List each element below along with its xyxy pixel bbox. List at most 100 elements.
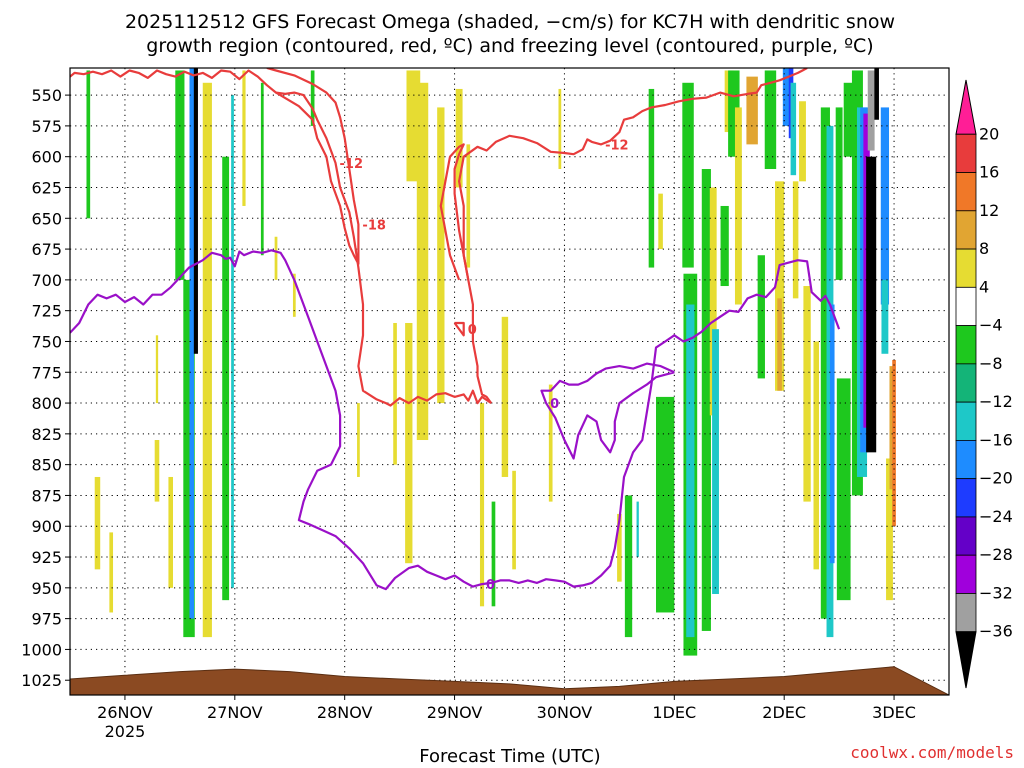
x-tick-label: 29NOV — [427, 703, 483, 722]
omega-region — [109, 532, 114, 613]
dgz-contour-label: -18 — [362, 218, 386, 233]
colorbar-bin — [955, 439, 977, 480]
x-tick-label: 28NOV — [317, 703, 373, 722]
y-axis: 550 575 600 625 650 675 700 725 750 775 800 825 850 8… — [21, 86, 70, 690]
x-axis-label: Forecast Time (UTC) — [419, 746, 600, 767]
freezing-contour-label: 0 — [550, 397, 559, 412]
y-tick-label: 1025 — [21, 671, 62, 690]
y-tick-label: 925 — [31, 548, 62, 567]
omega-region — [393, 322, 397, 465]
omega-region — [310, 70, 315, 126]
omega-region — [881, 279, 889, 354]
omega-region — [792, 181, 799, 299]
omega-region — [648, 88, 655, 268]
omega-region — [479, 403, 485, 607]
freezing-contour — [70, 249, 841, 591]
omega-region — [155, 335, 159, 404]
chart-title-line2: growth region (contoured, red, ºC) and f… — [146, 35, 873, 57]
omega-region — [712, 329, 719, 594]
omega-region — [820, 107, 830, 619]
y-tick-label: 775 — [31, 363, 62, 382]
plot-frame — [69, 67, 950, 696]
omega-region — [777, 298, 782, 391]
omega-region — [682, 82, 694, 268]
colorbar-label: −4 — [979, 316, 1003, 335]
omega-region — [624, 495, 633, 638]
omega-region — [154, 440, 160, 502]
omega-region — [168, 476, 174, 588]
omega-regions — [86, 68, 896, 656]
colorbar-label: −36 — [979, 622, 1013, 641]
omega-region — [175, 70, 185, 280]
omega-region — [720, 205, 729, 287]
dgz-contour — [70, 69, 492, 407]
omega-region — [405, 322, 413, 564]
colorbar-label: 12 — [979, 201, 999, 220]
dgz-contour-label: -12 — [605, 138, 629, 153]
omega-region — [242, 70, 246, 206]
freezing-level-contours: 00 — [70, 249, 841, 593]
y-tick-label: 975 — [31, 610, 62, 629]
y-tick-label: 575 — [31, 117, 62, 136]
y-tick-label: 725 — [31, 302, 62, 321]
terrain — [70, 666, 949, 695]
x-tick-label: 2DEC — [762, 703, 806, 722]
colorbar-label: 4 — [979, 277, 989, 296]
y-tick-label: 950 — [31, 579, 62, 598]
omega-region — [701, 169, 711, 631]
omega-region — [813, 341, 819, 570]
omega-region — [874, 68, 879, 120]
omega-region — [183, 279, 195, 638]
freezing-contour-label: 0 — [486, 578, 495, 593]
colorbar-label: −16 — [979, 430, 1013, 449]
x-tick-sublabel: 2025 — [105, 722, 146, 741]
dgz-contour — [266, 68, 360, 265]
y-tick-label: 550 — [31, 86, 62, 105]
colorbar-label: −8 — [979, 354, 1003, 373]
omega-region — [189, 68, 195, 619]
y-tick-label: 1000 — [21, 640, 62, 659]
omega-region — [867, 70, 875, 151]
omega-region — [734, 107, 742, 305]
dendritic-growth-contours: -12 -12 -18 0 — [70, 68, 808, 407]
y-tick-label: 625 — [31, 178, 62, 197]
omega-region — [656, 396, 675, 613]
omega-region — [231, 95, 234, 588]
omega-region — [193, 68, 198, 354]
omega-region — [491, 501, 496, 607]
omega-region — [437, 107, 445, 404]
omega-region — [866, 156, 877, 453]
omega-region — [558, 88, 562, 170]
y-tick-label: 825 — [31, 425, 62, 444]
omega-region — [617, 513, 622, 582]
omega-region — [843, 82, 853, 157]
credit-link[interactable]: coolwx.com/models — [850, 743, 1014, 762]
colorbar-bin — [955, 593, 977, 633]
omega-region — [274, 236, 278, 280]
colorbar: 20 16 12 8 4 −4 −8 −12 −16 −20 −24 −28 −32 −36 — [955, 79, 1013, 689]
omega-region — [222, 156, 230, 601]
colorbar-bin — [955, 325, 977, 365]
colorbar-label: −32 — [979, 583, 1013, 602]
plot-area: -12-12-180 00 — [69, 67, 950, 696]
y-tick-label: 900 — [31, 517, 62, 536]
dgz-contour-label: 0 — [468, 323, 477, 338]
x-tick-label: 30NOV — [537, 703, 593, 722]
y-tick-label: 750 — [31, 332, 62, 351]
omega-region — [292, 273, 296, 317]
colorbar-bin — [955, 172, 977, 212]
omega-region — [501, 316, 509, 477]
omega-region — [764, 70, 777, 170]
omega-region — [512, 470, 516, 570]
grid-lines — [70, 68, 949, 695]
omega-region — [466, 144, 471, 268]
omega-region — [803, 286, 811, 502]
omega-region — [260, 82, 264, 256]
y-tick-label: 675 — [31, 240, 62, 259]
colorbar-bin — [955, 210, 977, 250]
omega-region — [686, 304, 695, 638]
colorbar-bin — [955, 478, 977, 518]
omega-region — [775, 181, 785, 391]
